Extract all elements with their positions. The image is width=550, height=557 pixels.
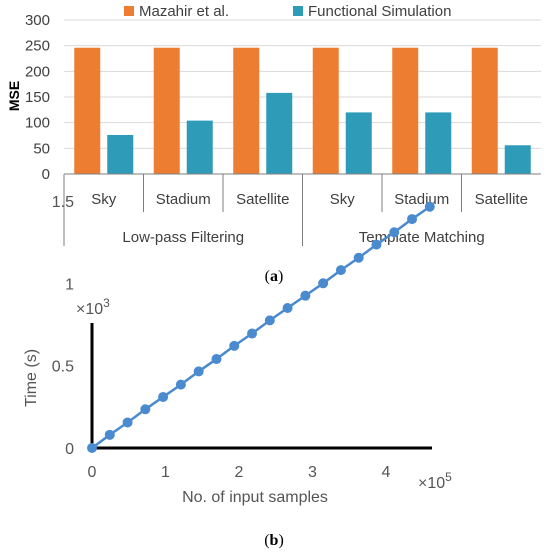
bar-chart-category-label: Sky <box>330 191 356 208</box>
bar-chart-y-tick-label: 50 <box>33 140 50 157</box>
line-chart-y-multiplier: ×103 <box>76 296 110 318</box>
line-chart-point-9 <box>247 328 258 339</box>
bar-chart-gridlines <box>64 19 541 149</box>
line-chart-point-2 <box>122 417 133 428</box>
bar-series1-1 <box>153 47 180 174</box>
line-chart-point-13 <box>318 278 329 289</box>
line-chart-point-5 <box>175 379 186 390</box>
line-chart-x-tick-label: 4 <box>382 464 391 481</box>
bar-series2-3 <box>345 112 372 174</box>
bar-chart-axes <box>63 173 541 246</box>
line-chart-x-tick-label: 3 <box>308 464 317 481</box>
line-chart-point-11 <box>282 303 293 314</box>
bar-chart-bars <box>74 47 531 174</box>
line-chart-point-16 <box>371 239 382 250</box>
line-chart-point-8 <box>229 340 240 351</box>
line-chart-x-tick-label: 0 <box>88 464 97 481</box>
caption-b-letter: b <box>270 532 279 549</box>
bar-series1-5 <box>471 47 498 174</box>
caption-a: (a) <box>265 268 284 285</box>
bar-series1-3 <box>312 47 339 174</box>
line-chart-x-tick-label: 1 <box>161 464 170 481</box>
bar-chart-y-tick-label: 300 <box>25 12 50 29</box>
line-chart-point-1 <box>104 429 115 440</box>
bar-chart-category-label: Stadium <box>156 191 211 208</box>
bar-series2-5 <box>504 145 531 174</box>
line-chart-point-15 <box>353 252 364 263</box>
line-chart-point-3 <box>140 404 151 415</box>
legend-swatch-0 <box>124 6 134 16</box>
line-chart-point-4 <box>158 391 169 402</box>
line-chart-point-17 <box>389 227 400 238</box>
bar-series1-2 <box>233 47 260 174</box>
bar-chart-category-label: Sky <box>91 191 117 208</box>
caption-a-letter: a <box>270 268 278 285</box>
bar-series1-4 <box>392 47 419 174</box>
bar-series1-0 <box>74 47 101 174</box>
line-chart-point-10 <box>264 315 275 326</box>
line-chart-point-0 <box>87 443 97 453</box>
legend-label-0: Mazahir et al. <box>139 3 229 20</box>
line-chart-x-ticks: 0 1 2 3 4 <box>88 464 391 481</box>
bar-chart-y-axis-label: MSE <box>6 81 22 111</box>
line-chart-y-tick-label: 1.5 <box>52 194 74 211</box>
line-chart-point-14 <box>335 265 346 276</box>
bar-series2-4 <box>425 112 452 174</box>
bar-chart-y-tick-label: 0 <box>42 166 50 183</box>
line-chart-axes <box>90 323 432 450</box>
bar-chart-category-label: Satellite <box>236 191 289 208</box>
line-chart-x-axis-label: No. of input samples <box>182 489 328 506</box>
bar-chart-y-ticks: 0 50 100 150 200 250 300 <box>25 12 50 183</box>
bar-series2-2 <box>266 92 293 174</box>
bar-chart-y-tick-label: 150 <box>25 89 50 106</box>
line-chart-point-12 <box>300 290 311 301</box>
line-chart-y-ticks: 0 0.5 1 1.5 <box>52 194 74 458</box>
line-chart-x-multiplier: ×105 <box>418 470 452 492</box>
bar-chart-legend: Mazahir et al. Functional Simulation <box>124 3 451 20</box>
line-chart-y-axis-label: Time (s) <box>23 349 40 407</box>
bar-series2-0 <box>107 134 134 174</box>
line-chart-point-7 <box>211 354 222 365</box>
line-chart-y-tick-label: 1 <box>65 276 74 293</box>
line-chart-point-6 <box>193 366 204 377</box>
bar-chart-category-labels: Sky Stadium Satellite Sky Stadium Satellite <box>91 191 528 208</box>
legend-swatch-1 <box>293 6 303 16</box>
bar-chart-category-label: Satellite <box>475 191 528 208</box>
bar-chart-category-label: Stadium <box>394 191 449 208</box>
line-chart-x-tick-label: 2 <box>235 464 244 481</box>
bar-chart-group-labels: Low-pass Filtering Template Matching <box>122 229 484 246</box>
bar-chart-y-tick-label: 250 <box>25 38 50 55</box>
line-chart-panel: 0 0.5 1 1.5 0 1 2 3 4 Time (s) No. of input sam… <box>23 194 452 506</box>
line-chart-point-18 <box>407 214 418 225</box>
bar-chart-group-label: Low-pass Filtering <box>122 229 244 246</box>
line-chart-point-19 <box>424 201 435 212</box>
bar-chart-y-tick-label: 100 <box>25 115 50 132</box>
line-chart-y-tick-label: 0 <box>65 441 74 458</box>
legend-label-1: Functional Simulation <box>308 3 451 20</box>
bar-series2-1 <box>186 120 213 174</box>
caption-b: (b) <box>264 532 284 549</box>
line-chart-y-tick-label: 0.5 <box>52 359 74 376</box>
bar-chart-y-tick-label: 200 <box>25 63 50 80</box>
line-chart-series <box>87 201 435 453</box>
